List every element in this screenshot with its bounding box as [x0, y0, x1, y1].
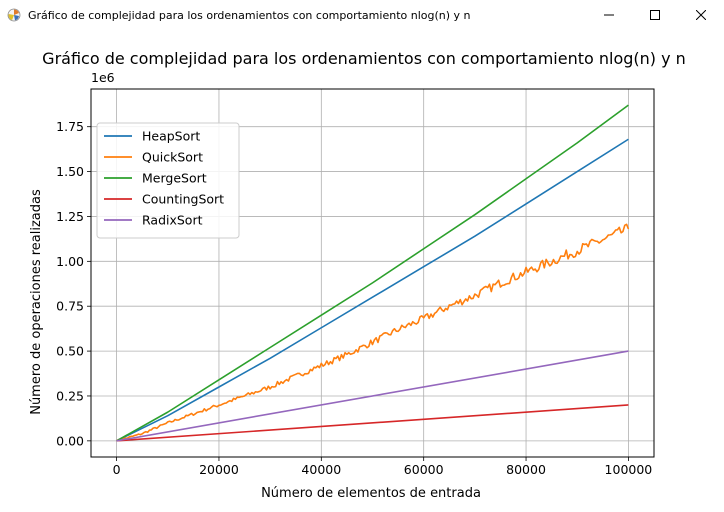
maximize-button[interactable] — [632, 0, 678, 30]
legend: HeapSort QuickSort MergeSort CountingSort Ra… — [96, 122, 240, 239]
x-tick-label: 40000 — [301, 462, 341, 477]
x-tick-label: 60000 — [404, 462, 444, 477]
series-line-heapsort — [116, 138, 629, 442]
legend-label: MergeSort — [142, 171, 207, 186]
legend-label: HeapSort — [142, 129, 200, 144]
window-titlebar[interactable]: Gráfico de complejidad para los ordenami… — [0, 0, 724, 30]
maximize-icon — [650, 10, 660, 20]
y-tick-label: 0.75 — [56, 299, 84, 314]
y-tick-label: 1.75 — [56, 119, 84, 134]
y-tick-label: 0.50 — [56, 344, 84, 359]
complexity-chart: 0 20000 40000 60000 80000 100000 0.00 0.25 0.50… — [29, 49, 686, 501]
y-axis-ticks: 0.00 0.25 0.50 0.75 1.00 1.25 1.50 1.75 — [56, 119, 91, 448]
close-icon — [696, 10, 706, 20]
legend-label: QuickSort — [142, 150, 203, 165]
x-axis-ticks: 0 20000 40000 60000 80000 100000 — [113, 457, 653, 477]
legend-label: CountingSort — [142, 192, 224, 207]
series-lines — [116, 104, 630, 442]
window-controls — [586, 0, 724, 30]
chart-container: 0 20000 40000 60000 80000 100000 0.00 0.25 0.50… — [0, 30, 724, 508]
chart-title: Gráfico de complejidad para los ordenami… — [42, 49, 686, 68]
series-line-quicksort — [116, 223, 630, 442]
y-tick-label: 0.25 — [56, 388, 84, 403]
y-tick-label: 1.25 — [56, 209, 84, 224]
series-line-radixsort — [116, 350, 629, 442]
y-tick-label: 1.50 — [56, 164, 84, 179]
x-tick-label: 80000 — [506, 462, 546, 477]
legend-label: RadixSort — [142, 213, 203, 228]
window-title: Gráfico de complejidad para los ordenami… — [28, 8, 471, 22]
close-button[interactable] — [678, 0, 724, 30]
x-tick-label: 0 — [113, 462, 121, 477]
y-tick-label: 0.00 — [56, 433, 84, 448]
x-axis-label: Número de elementos de entrada — [261, 486, 481, 501]
x-tick-label: 100000 — [605, 462, 653, 477]
matplotlib-icon — [6, 7, 22, 23]
axes-frame — [90, 88, 655, 458]
y-axis-label: Número de operaciones realizadas — [29, 189, 44, 415]
legend-box — [96, 122, 240, 239]
y-offset-label: 1e6 — [91, 70, 115, 85]
y-tick-label: 1.00 — [56, 254, 84, 269]
minimize-button[interactable] — [586, 0, 632, 30]
series-line-mergesort — [116, 104, 629, 442]
x-tick-label: 20000 — [199, 462, 239, 477]
series-line-countingsort — [116, 404, 629, 442]
minimize-icon — [604, 14, 614, 16]
